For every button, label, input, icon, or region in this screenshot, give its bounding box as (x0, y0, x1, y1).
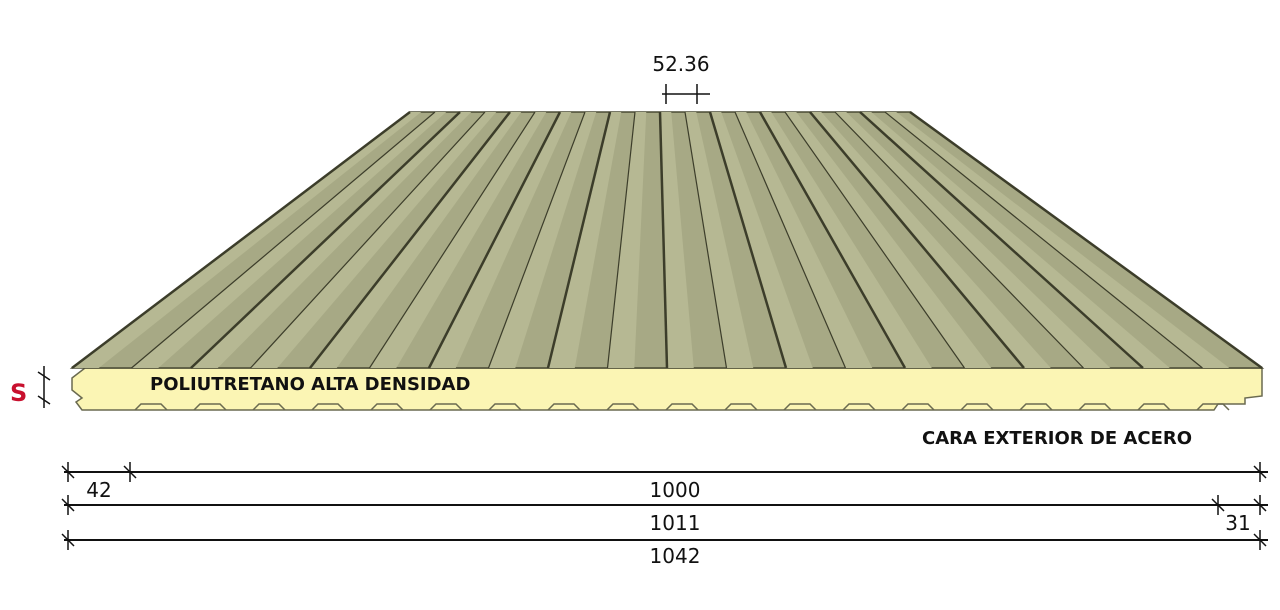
rib-band (72, 112, 422, 368)
bottom-notch (252, 403, 286, 411)
bottom-notch (960, 403, 994, 411)
rib-band (735, 112, 873, 368)
rib-band (429, 112, 572, 368)
rib-band (760, 112, 932, 368)
rib-band (488, 112, 597, 368)
rib-band (250, 112, 497, 368)
bottom-notch (547, 403, 581, 411)
right-overlap-value: 31 (1225, 511, 1250, 535)
rib-groove-line (734, 111, 847, 369)
rib-band (885, 112, 1230, 368)
rib-groove-line (909, 110, 1263, 370)
bottom-notch (1137, 403, 1171, 411)
bottom-notch (1196, 403, 1230, 411)
bottom-notch (134, 403, 168, 411)
rib-band (785, 112, 992, 368)
rib-groove-line (658, 111, 669, 369)
bottom-notch (724, 403, 758, 411)
bottom-notch (665, 403, 699, 411)
top-pitch-dimension: 52.36 (652, 52, 710, 104)
panel-ribs (71, 110, 1263, 370)
rib-groove-line (427, 111, 562, 369)
total-width-value: 1042 (650, 544, 701, 568)
exterior-face-label: CARA EXTERIOR DE ACERO (922, 428, 1192, 449)
thickness-symbol: S (10, 379, 27, 407)
bottom-notch (901, 403, 935, 411)
rib-band (607, 112, 647, 368)
rib-groove-line (71, 111, 411, 369)
left-overlap-value: 42 (86, 478, 111, 502)
bottom-notch (488, 403, 522, 411)
bottom-notch (429, 403, 463, 411)
rib-groove-line (131, 111, 436, 369)
rib-band (860, 112, 1170, 368)
rib-band (685, 112, 754, 368)
bottom-notch (1019, 403, 1053, 411)
rib-groove-line (606, 111, 636, 369)
rib-groove-line (368, 111, 536, 369)
rib-groove-line (758, 111, 907, 369)
bottom-notch (193, 403, 227, 411)
rib-groove-line (884, 111, 1203, 369)
bottom-notch (311, 403, 345, 411)
dimension-line-1000: 42 1000 (61, 462, 1268, 502)
rib-groove-line (250, 111, 486, 369)
rib-groove-line (546, 111, 612, 369)
rib-band (660, 112, 694, 368)
rib-groove-line (859, 111, 1144, 369)
rib-band (548, 112, 622, 368)
rib-band (131, 112, 447, 368)
bottom-notch (1078, 403, 1112, 411)
bottom-notch (606, 403, 640, 411)
rib-band (369, 112, 547, 368)
rib-band (810, 112, 1051, 368)
rib-groove-line (487, 111, 586, 369)
rib-band (310, 112, 522, 368)
rib-groove-line (684, 111, 728, 369)
rib-groove-line (809, 111, 1025, 369)
bottom-notch (783, 403, 817, 411)
bottom-notch (842, 403, 876, 411)
rib-groove-line (190, 111, 461, 369)
bottom-profile-notches (134, 403, 1230, 411)
rib-band (835, 112, 1111, 368)
rib-groove-line (708, 111, 788, 369)
rib-band (191, 112, 472, 368)
overall-width-value: 1011 (650, 511, 701, 535)
thickness-marker: S (10, 366, 51, 408)
dimension-line-1042: 1042 (61, 530, 1268, 568)
core-material-label: POLIUTRETANO ALTA DENSIDAD (150, 374, 470, 395)
effective-width-value: 1000 (650, 478, 701, 502)
bottom-notch (370, 403, 404, 411)
rib-band (710, 112, 813, 368)
rib-groove-line (834, 111, 1084, 369)
dimension-line-1011: 1011 31 (61, 495, 1268, 535)
top-pitch-value: 52.36 (652, 52, 709, 76)
rib-groove-line (784, 111, 965, 369)
rib-groove-line (309, 111, 511, 369)
